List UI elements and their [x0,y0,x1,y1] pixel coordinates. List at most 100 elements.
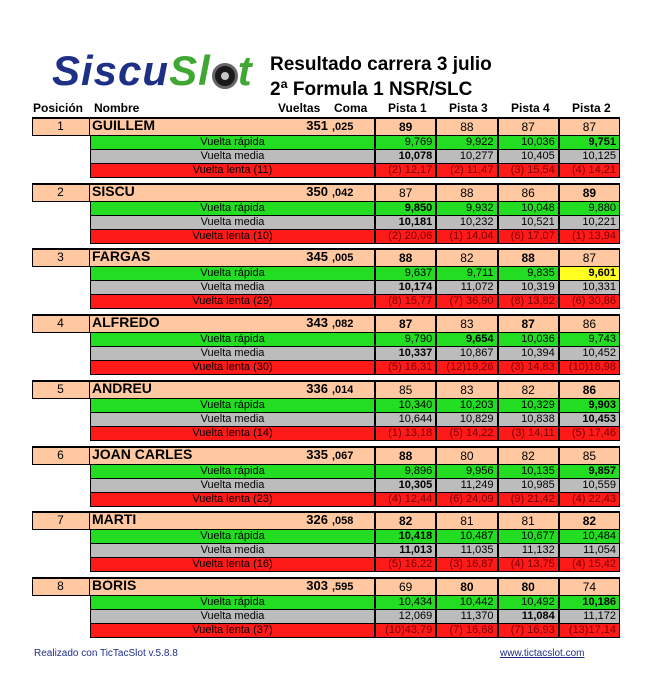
fast-lap-row-label: Vuelta rápida [90,464,375,479]
fast-lap-row-label: Vuelta rápida [90,136,375,150]
average-lap-row: Vuelta media 10,337 10,867 10,394 10,452 [32,347,620,362]
track-laps-cell: 87 [558,117,620,136]
slow-lap-row-cell: (4) 22,43 [558,492,620,507]
average-lap-row-cell: 10,174 [375,281,437,296]
fast-lap-row: Vuelta rápida 9,637 9,711 9,835 9,601 [32,267,620,282]
track-laps-cell: 85 [558,445,620,465]
driver-row-background [32,445,375,465]
fast-lap-row-cell: 10,203 [436,398,498,413]
fast-lap-row-cell: 10,487 [436,530,498,545]
average-lap-row-cell: 10,078 [375,150,437,164]
slow-lap-row-cell: (7) 16,93 [497,623,559,638]
siscuslot-logo: SiscuSl t [52,47,253,94]
slow-lap-row-cell: (7) 16,68 [436,623,498,638]
driver-row: 3 FARGAS 345,005 88 82 88 87 [32,248,620,268]
laps-fraction: ,058 [332,515,354,528]
average-lap-row-label: Vuelta media [90,478,375,493]
average-lap-row-cell: 10,452 [558,347,620,362]
driver-name: MARTI [92,511,137,528]
fast-lap-row-cell: 10,036 [497,136,559,150]
average-lap-row-cell: 11,249 [436,478,498,493]
average-lap-row-cell: 10,125 [558,150,620,164]
slow-lap-row-cell: (1) 13,94 [558,229,620,244]
average-lap-row-label: Vuelta media [90,412,375,427]
average-lap-row-cell: 11,370 [436,609,498,624]
slow-lap-row-cell: (4) 14,21 [558,164,620,178]
fast-lap-row: Vuelta rápida 9,790 9,654 10,036 9,743 [32,333,620,348]
fast-lap-row: Vuelta rápida 9,896 9,956 10,135 9,857 [32,464,620,479]
track-laps-cell: 88 [497,248,559,268]
slow-lap-row-cell: (4) 15,42 [558,558,620,573]
slow-lap-row-cell: (9) 21,42 [497,492,559,507]
slow-lap-row-cell: (1) 14,04 [436,229,498,244]
slow-lap-row-cell: (5) 17,46 [558,426,620,441]
laps-fraction: ,025 [332,121,354,133]
laps-fraction: ,005 [332,252,354,265]
fast-lap-row-cell: 9,637 [375,267,437,282]
slow-lap-row-cell: (6) 17,07 [497,229,559,244]
slow-lap-row-cell: (2) 11,47 [436,164,498,178]
laps-count: 345 [306,249,328,265]
slow-lap-row: Vuelta lenta (29) (8) 15,77 (7) 36,90 (8) 1… [32,295,620,310]
position-cell: 6 [32,445,90,465]
slow-lap-row-label: Vuelta lenta (29) [90,295,375,310]
driver-row: 2 SISCU 350 ,042 87 88 86 89 [32,182,620,202]
slow-lap-row: Vuelta lenta (11) (2) 12,17 (2) 11,47 (3) 1… [32,164,620,178]
position-cell: 7 [32,511,90,531]
fast-lap-row-cell: 10,492 [497,595,559,610]
slow-lap-row-cell: (10)18,98 [558,361,620,376]
slow-lap-row-cell: (3) 15,54 [497,164,559,178]
footer-link[interactable]: www.tictacslot.com [500,648,585,659]
fast-lap-row-cell: 10,186 [558,595,620,610]
track-laps-cell: 87 [558,248,620,268]
fast-lap-row-cell: 9,790 [375,333,437,348]
track-laps-cell: 69 [375,576,437,596]
header-name: Nombre [94,101,140,115]
fast-lap-row-cell: 10,677 [497,530,559,545]
average-lap-row-cell: 10,331 [558,281,620,296]
track-laps-cell: 88 [436,182,498,202]
fast-lap-row: Vuelta rápida 10,434 10,442 10,492 10,186 [32,595,620,610]
driver-row-background [32,576,375,596]
track-laps-cell: 89 [558,182,620,202]
average-lap-row-cell: 10,559 [558,478,620,493]
track-laps-cell: 80 [497,576,559,596]
average-lap-row-label: Vuelta media [90,347,375,362]
laps-count: 336 [306,380,328,396]
average-lap-row: Vuelta media 10,174 11,072 10,319 10,331 [32,281,620,296]
driver-row: 4 ALFREDO 343,082 87 83 87 86 [32,314,620,334]
driver-name: SISCU [92,182,135,199]
track-laps-cell: 81 [436,511,498,531]
driver-row: 7 MARTI 326,058 82 81 81 82 [32,511,620,531]
slow-lap-row-cell: (6) 30,86 [558,295,620,310]
average-lap-row: Vuelta media 10,078 10,277 10,405 10,125 [32,150,620,164]
slow-lap-row-label: Vuelta lenta (10) [90,229,375,244]
average-lap-row: Vuelta media 11,013 11,035 11,132 11,054 [32,544,620,559]
slow-lap-row-cell: (3) 14,11 [497,426,559,441]
average-lap-row-cell: 11,172 [558,609,620,624]
track-laps-cell: 87 [497,314,559,334]
slow-lap-row-cell: (8) 15,77 [375,295,437,310]
track-laps-cell: 89 [375,117,437,136]
fast-lap-row-label: Vuelta rápida [90,595,375,610]
fast-lap-row-cell: 10,340 [375,398,437,413]
fast-lap-row-cell: 9,654 [436,333,498,348]
average-lap-row-label: Vuelta media [90,215,375,230]
average-lap-row-cell: 10,305 [375,478,437,493]
slow-lap-row-cell: (2) 12,17 [375,164,437,178]
slow-lap-row-cell: (13)17,14 [558,623,620,638]
laps-count: 351 [306,118,328,133]
slow-lap-row: Vuelta lenta (30) (5) 16,31 (12)19,26 (3) 1… [32,361,620,376]
laps-fraction: ,595 [332,580,354,593]
fast-lap-row-cell: 10,442 [436,595,498,610]
driver-row-background [32,511,375,531]
header-track-3: Pista 4 [511,101,550,115]
average-lap-row-cell: 10,232 [436,215,498,230]
header-pos: Posición [33,101,84,115]
track-laps-cell: 81 [497,511,559,531]
driver-row: 6 JOAN CARLES 335 ,067 88 80 82 85 [32,445,620,465]
slow-lap-row-cell: (3) 14,83 [497,361,559,376]
track-laps-cell: 86 [558,314,620,334]
driver-name: ANDREU [92,379,152,396]
track-laps-cell: 82 [375,511,437,531]
